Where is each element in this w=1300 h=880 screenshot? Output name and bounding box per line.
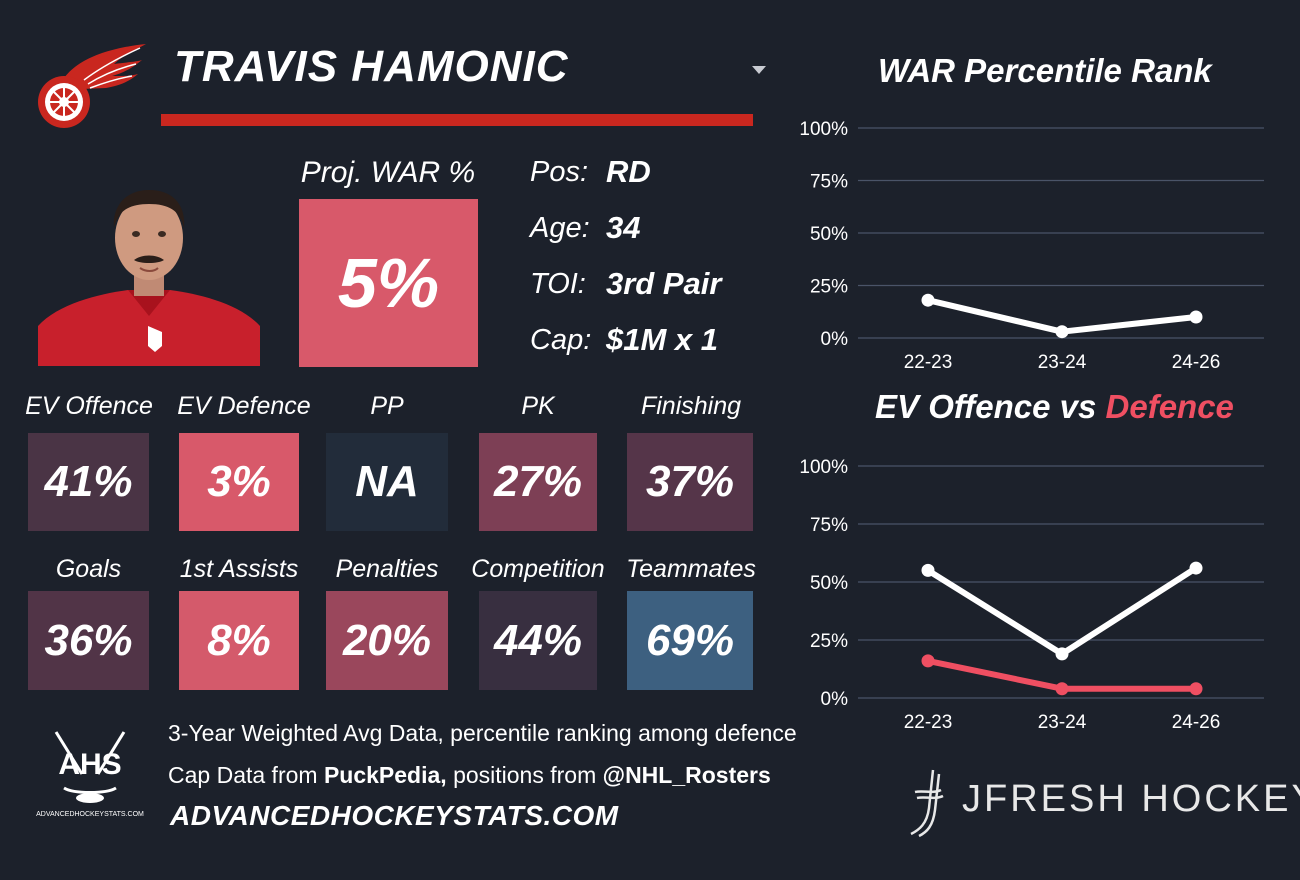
x-tick-label: 23-24 bbox=[1038, 352, 1087, 373]
y-tick-label: 50% bbox=[810, 224, 848, 245]
pp-label: PP bbox=[370, 392, 404, 420]
toi-value: 3rd Pair bbox=[606, 266, 722, 301]
jfresh-hockey-stick-icon bbox=[910, 769, 944, 838]
y-tick-label: 75% bbox=[810, 515, 848, 536]
series-line-0 bbox=[926, 565, 1198, 657]
y-tick-label: 100% bbox=[799, 119, 848, 140]
y-tick-label: 0% bbox=[821, 689, 849, 710]
cap-value: $1M x 1 bbox=[606, 322, 719, 357]
war-percentile-chart: 100% 75% 50% 25% 0% 22-23 23-24 24-26 bbox=[799, 119, 1264, 373]
ahs-logo-text: AHS bbox=[58, 748, 121, 781]
x-tick-label: 23-24 bbox=[1038, 712, 1087, 733]
data-point bbox=[1055, 647, 1069, 661]
y-tick-label: 50% bbox=[810, 573, 848, 594]
data-point bbox=[921, 563, 935, 577]
y-tick-label: 25% bbox=[810, 631, 848, 652]
position-label: Pos: bbox=[530, 156, 589, 188]
data-point bbox=[1189, 561, 1203, 575]
competition-tile: 44% bbox=[479, 591, 597, 690]
x-tick-label: 22-23 bbox=[904, 712, 953, 733]
ev-offence-tile: 41% bbox=[28, 433, 149, 531]
age-value: 34 bbox=[606, 210, 641, 245]
y-tick-label: 25% bbox=[810, 277, 848, 298]
name-underline bbox=[161, 114, 753, 126]
ev-chart-title-defence: Defence bbox=[1105, 388, 1234, 425]
y-tick-label: 75% bbox=[810, 172, 848, 193]
footnote-sources: Cap Data from PuckPedia, positions from … bbox=[168, 762, 771, 789]
footnote-sources-mid: positions from bbox=[446, 762, 603, 788]
x-tick-label: 24-26 bbox=[1172, 352, 1221, 373]
x-tick-label: 22-23 bbox=[904, 352, 953, 373]
cap-label: Cap: bbox=[530, 324, 592, 356]
teammates-label: Teammates bbox=[626, 555, 756, 583]
ev-offence-label: EV Offence bbox=[25, 392, 153, 420]
footnote-sources-prefix: Cap Data from bbox=[168, 762, 324, 788]
penalties-label: Penalties bbox=[335, 555, 439, 583]
teammates-tile: 69% bbox=[627, 591, 753, 690]
chevron-down-icon[interactable] bbox=[750, 64, 768, 76]
projected-war-value: 5% bbox=[299, 199, 478, 367]
player-photo bbox=[38, 190, 260, 366]
x-tick-label: 24-26 bbox=[1172, 712, 1221, 733]
ev-chart-title: EV Offence vs Defence bbox=[875, 388, 1234, 426]
jfresh-hockey-brand: JFRESH HOCKEY bbox=[962, 778, 1300, 820]
data-point bbox=[1055, 325, 1069, 339]
goals-tile: 36% bbox=[28, 591, 149, 690]
competition-label: Competition bbox=[471, 555, 605, 583]
nhl-rosters-link: @NHL_Rosters bbox=[602, 762, 771, 788]
data-point bbox=[1189, 682, 1203, 696]
pk-tile: 27% bbox=[479, 433, 597, 531]
player-name: TRAVIS HAMONIC bbox=[174, 42, 569, 91]
data-point bbox=[1055, 682, 1069, 696]
red-wings-winged-wheel-icon bbox=[38, 44, 146, 128]
ev-chart-title-offence: EV Offence vs bbox=[875, 388, 1106, 425]
first-assists-label: 1st Assists bbox=[179, 555, 299, 583]
war-chart-title: WAR Percentile Rank bbox=[878, 52, 1212, 89]
data-point bbox=[1189, 310, 1203, 324]
toi-label: TOI: bbox=[530, 268, 586, 300]
ev-defence-tile: 3% bbox=[179, 433, 299, 531]
ev-defence-label: EV Defence bbox=[177, 392, 311, 420]
finishing-label: Finishing bbox=[640, 392, 742, 420]
data-point bbox=[921, 654, 935, 668]
penalties-tile: 20% bbox=[326, 591, 448, 690]
goals-label: Goals bbox=[55, 555, 122, 583]
data-point bbox=[921, 293, 935, 307]
projected-war-label: Proj. WAR % bbox=[300, 156, 476, 189]
pk-label: PK bbox=[521, 392, 555, 420]
first-assists-tile: 8% bbox=[179, 591, 299, 690]
site-url: ADVANCEDHOCKEYSTATS.COM bbox=[170, 800, 619, 831]
pp-tile: NA bbox=[326, 433, 448, 531]
age-label: Age: bbox=[530, 212, 590, 244]
puckpedia-link: PuckPedia, bbox=[323, 762, 447, 788]
ev-offence-defence-chart: 100% 75% 50% 25% 0% 22-23 23-24 24-26 bbox=[799, 457, 1264, 733]
footnote-data-method: 3-Year Weighted Avg Data, percentile ran… bbox=[168, 720, 797, 746]
ahs-logo-subtext: ADVANCEDHOCKEYSTATS.COM bbox=[36, 811, 144, 818]
y-tick-label: 0% bbox=[821, 329, 849, 350]
position-value: RD bbox=[606, 154, 651, 189]
ahs-logo: AHS ADVANCEDHOCKEYSTATS.COM bbox=[36, 731, 144, 818]
finishing-tile: 37% bbox=[627, 433, 753, 531]
y-tick-label: 100% bbox=[799, 457, 848, 478]
